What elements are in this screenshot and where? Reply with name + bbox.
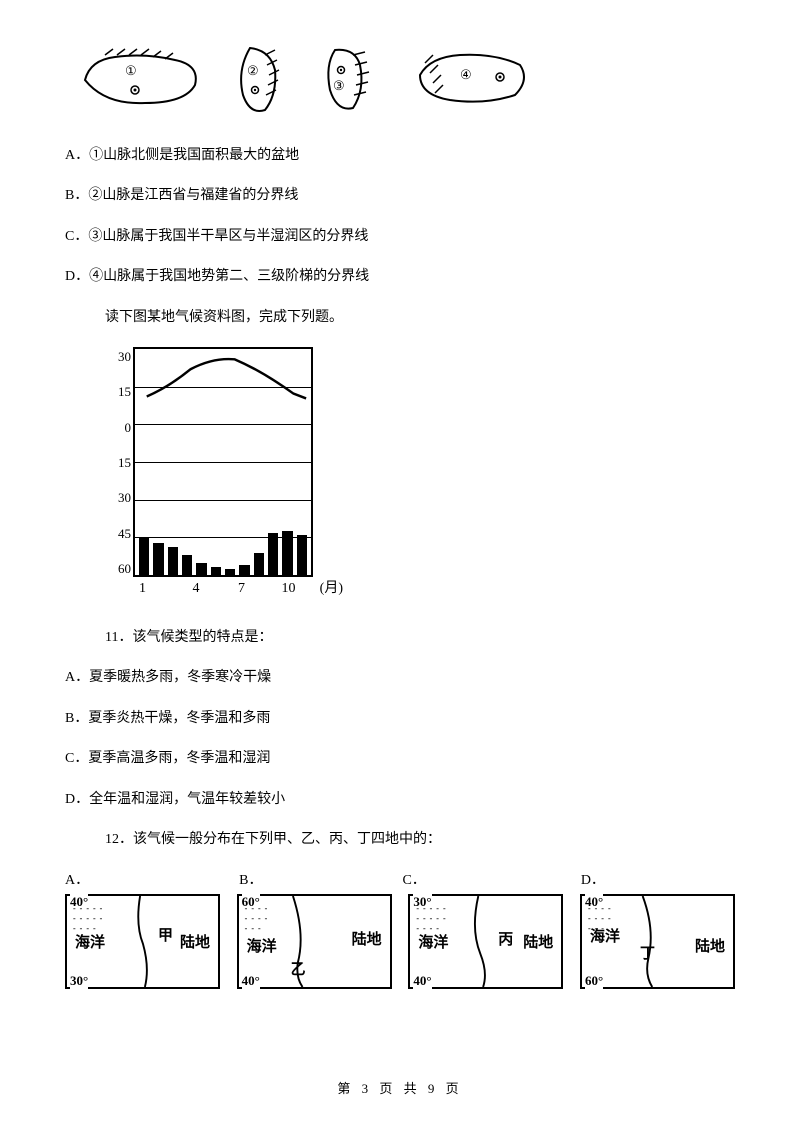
bar-2 [153,543,163,575]
q11-option-a: A．夏季暖热多雨，冬季寒冷干燥 [65,667,735,689]
svg-text:④: ④ [460,67,472,82]
q11-text: 11．该气候类型的特点是： [105,627,735,649]
x-unit: (月) [320,577,343,597]
map-1: ① [75,40,205,120]
ytick-2: 0 [107,420,131,434]
ocean-label-1: 海洋 [75,931,105,952]
q11-option-c: C．夏季高温多雨，冬季温和湿润 [65,748,735,770]
ytick-4: 30 [107,490,131,504]
bar-6 [211,567,221,575]
xtick-3: 10 [282,581,308,597]
map-3: ③ [315,40,385,120]
bar-11 [282,531,292,575]
location-box-2: 60° 40° - - - -- - - -- - - 海洋 陆地 乙 [237,894,392,989]
marker-3: 丙 [498,928,513,949]
land-label-2: 陆地 [352,928,382,949]
svg-text:②: ② [247,63,259,78]
climate-chart-container: 30 15 0 15 30 45 60 [105,347,735,577]
option-b: B．②山脉是江西省与福建省的分界线 [65,185,735,207]
x-axis: 1 4 7 10 [135,581,311,597]
bar-7 [225,569,235,575]
bar-3 [168,547,178,575]
location-box-4: 40° 60° - - - -- - - -- - - 海洋 丁 陆地 [580,894,735,989]
marker-2: 乙 [291,958,306,979]
label-d: D． [581,869,605,889]
land-label-4: 陆地 [695,935,725,956]
ocean-label-3: 海洋 [418,931,448,952]
precipitation-bars [135,531,311,575]
location-box-1: 40° 30° - - - - -- - - - -- - - - 海洋 甲 陆… [65,894,220,989]
svg-text:③: ③ [333,78,345,93]
map-4: ④ [405,40,535,120]
bar-9 [254,553,264,575]
marker-4: 丁 [640,942,655,963]
marker-1: 甲 [158,924,173,945]
y-axis: 30 15 0 15 30 45 60 [107,349,131,575]
option-d: D．④山脉属于我国地势第二、三级阶梯的分界线 [65,266,735,288]
option-c: C．③山脉属于我国半干旱区与半湿润区的分界线 [65,226,735,248]
location-boxes-row: 40° 30° - - - - -- - - - -- - - - 海洋 甲 陆… [65,894,735,989]
q11-option-b: B．夏季炎热干燥，冬季温和多雨 [65,708,735,730]
climate-chart: 30 15 0 15 30 45 60 [133,347,313,577]
bar-4 [182,555,192,575]
xtick-2: 7 [238,581,264,597]
ytick-5: 45 [107,526,131,540]
label-c: C． [402,869,425,889]
label-a: A． [65,869,89,889]
location-labels: A． B． C． D． [65,869,735,889]
ytick-0: 30 [107,349,131,363]
ocean-label-4: 海洋 [590,925,620,946]
page-footer: 第 3 页 共 9 页 [0,1078,800,1097]
xtick-0: 1 [139,581,165,597]
bar-12 [297,535,307,575]
instruction-1: 读下图某地气候资料图，完成下列题。 [105,307,735,329]
q11-option-d: D．全年温和湿润，气温年较差较小 [65,789,735,811]
option-a: A．①山脉北侧是我国面积最大的盆地 [65,145,735,167]
bar-5 [196,563,206,575]
label-b: B． [239,869,262,889]
ytick-1: 15 [107,384,131,398]
ytick-3: 15 [107,455,131,469]
land-label-3: 陆地 [523,931,553,952]
bar-1 [139,537,149,575]
ocean-label-2: 海洋 [247,935,277,956]
svg-text:①: ① [125,63,137,78]
ytick-6: 60 [107,561,131,575]
bar-8 [239,565,249,575]
location-box-3: 30° 40° - - - - -- - - - -- - - - 海洋 丙 陆… [408,894,563,989]
xtick-1: 4 [193,581,219,597]
land-label-1: 陆地 [180,931,210,952]
q12-text: 12．该气候一般分布在下列甲、乙、丙、丁四地中的： [105,829,735,851]
bar-10 [268,533,278,575]
map-2: ② [225,40,295,120]
map-outlines-row: ① ② ③ ④ [75,40,735,120]
